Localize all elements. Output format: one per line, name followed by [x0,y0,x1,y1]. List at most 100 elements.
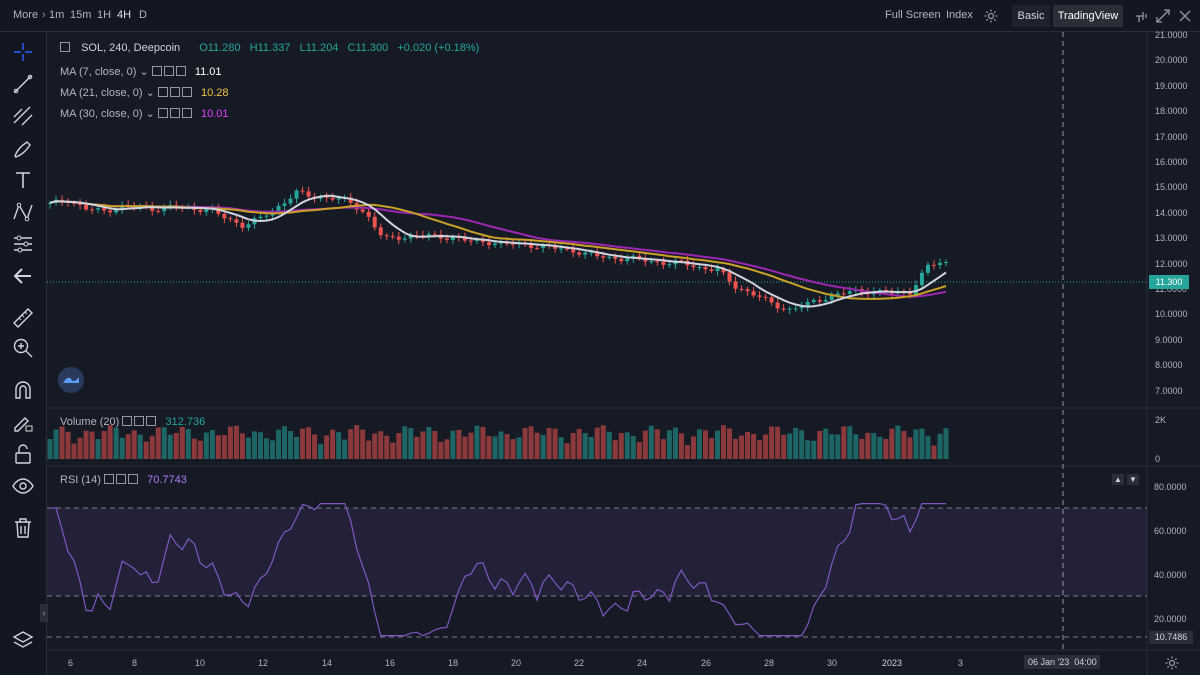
candle-body [402,238,407,240]
tradingview-button[interactable]: TradingView [1053,5,1123,27]
crosshair-icon[interactable] [11,40,35,64]
rsi-legend[interactable]: RSI (14) 70.7743 [60,474,187,486]
price-axis-label: 20.0000 [1155,55,1188,66]
price-axis-label: 15.0000 [1155,182,1188,193]
volume-bar [871,432,877,459]
interval-1m[interactable]: 1m [49,9,65,21]
volume-bar [456,429,462,459]
more-button[interactable]: More [13,9,39,21]
collapse-toolbar-icon[interactable]: ‹ [40,604,48,622]
volume-bar [672,427,678,459]
interval-15m[interactable]: 15m [70,9,92,21]
time-axis-label: 16 [385,658,396,668]
candle-body [769,297,774,303]
close-icon[interactable] [1177,8,1193,24]
visibility-icon[interactable] [134,416,145,426]
volume-bar [336,432,342,459]
settings-icon[interactable] [151,66,162,76]
fib-retracement-icon[interactable] [11,104,35,128]
ma21-legend[interactable]: MA (21, close, 0) ⌄ 10.28 [60,86,228,99]
volume-bar [877,436,883,459]
volume-bar [318,444,324,459]
unlock-icon[interactable] [11,442,35,466]
interval-1h[interactable]: 1H [97,9,112,21]
chevron-down-icon[interactable]: ⌄ [145,87,155,99]
settings-icon[interactable] [157,108,168,118]
close-icon[interactable] [175,66,186,76]
move-pane-down-icon[interactable]: ▼ [1127,474,1139,485]
crosshair-date: 06 Jan '23 [1028,657,1070,667]
zoom-in-icon[interactable] [11,336,35,360]
candle-body [583,252,588,255]
volume-bar [775,426,781,459]
time-axis-label: 28 [764,658,775,668]
chart-canvas[interactable] [47,32,1200,675]
crosshair-clock: 04:00 [1074,657,1097,667]
draw-lock-icon[interactable] [11,410,35,434]
layers-icon[interactable] [11,629,35,653]
settings-icon[interactable] [104,474,115,484]
volume-bar [919,428,925,459]
visibility-icon[interactable] [169,87,180,97]
ma7-legend[interactable]: MA (7, close, 0) ⌄ 11.01 [60,65,222,78]
time-axis-label: 22 [574,658,585,668]
text-icon[interactable] [11,168,35,192]
settings-icon[interactable] [122,416,133,426]
basic-button[interactable]: Basic [1012,5,1050,27]
candle-body [156,210,161,212]
candle-body [78,203,83,205]
prediction-icon[interactable] [11,232,35,256]
candle-body [102,208,107,211]
pattern-icon[interactable] [11,200,35,224]
time-axis-settings-icon[interactable] [1164,655,1180,671]
eye-icon[interactable] [11,474,35,498]
candle-body [799,306,804,309]
back-arrow-icon[interactable] [11,264,35,288]
volume-bar [600,425,606,459]
visibility-icon[interactable] [116,474,127,484]
volume-bar [179,426,185,459]
interval-4h[interactable]: 4H [117,9,132,21]
volume-bar [348,429,354,459]
rsi-band [47,508,1147,596]
settings-icon[interactable] [157,87,168,97]
close-icon[interactable] [181,108,192,118]
volume-bar [486,435,492,459]
collapse-legend-icon[interactable] [60,42,70,52]
volume-bar [564,443,570,459]
candle-body [474,239,479,241]
volume-bar [420,431,426,459]
index-button[interactable]: Index [946,9,973,21]
volume-legend[interactable]: Volume (20) 312.736 [60,416,205,428]
candle-body [793,308,798,310]
chevron-down-icon[interactable]: ⌄ [139,66,149,78]
candle-body [745,289,750,292]
time-axis-label: 2023 [882,658,903,668]
volume-bar [113,427,119,459]
close-icon[interactable] [181,87,192,97]
last-price-tag: 11.300 [1149,275,1189,289]
pin-icon[interactable] [1133,8,1149,24]
chevron-down-icon[interactable]: ⌄ [145,108,155,120]
trash-icon[interactable] [11,516,35,540]
visibility-icon[interactable] [163,66,174,76]
interval-d[interactable]: D [139,9,147,21]
trend-line-icon[interactable] [11,72,35,96]
ma30-legend[interactable]: MA (30, close, 0) ⌄ 10.01 [60,107,228,120]
visibility-icon[interactable] [169,108,180,118]
full-screen-button[interactable]: Full Screen [885,9,941,21]
volume-bar [462,436,468,459]
settings-gear-icon[interactable] [983,8,999,24]
move-pane-up-icon[interactable]: ▲ [1112,474,1124,485]
expand-icon[interactable] [1155,8,1171,24]
volume-bar [636,442,642,459]
brush-icon[interactable] [11,136,35,160]
crosshair-time-tag: 06 Jan '23 04:00 [1024,655,1100,669]
candle-body [817,299,822,302]
close-icon[interactable] [146,416,157,426]
ruler-icon[interactable] [11,306,35,330]
volume-bar [666,430,672,459]
magnet-icon[interactable] [11,378,35,402]
volume-bar [396,433,402,459]
close-icon[interactable] [128,474,139,484]
